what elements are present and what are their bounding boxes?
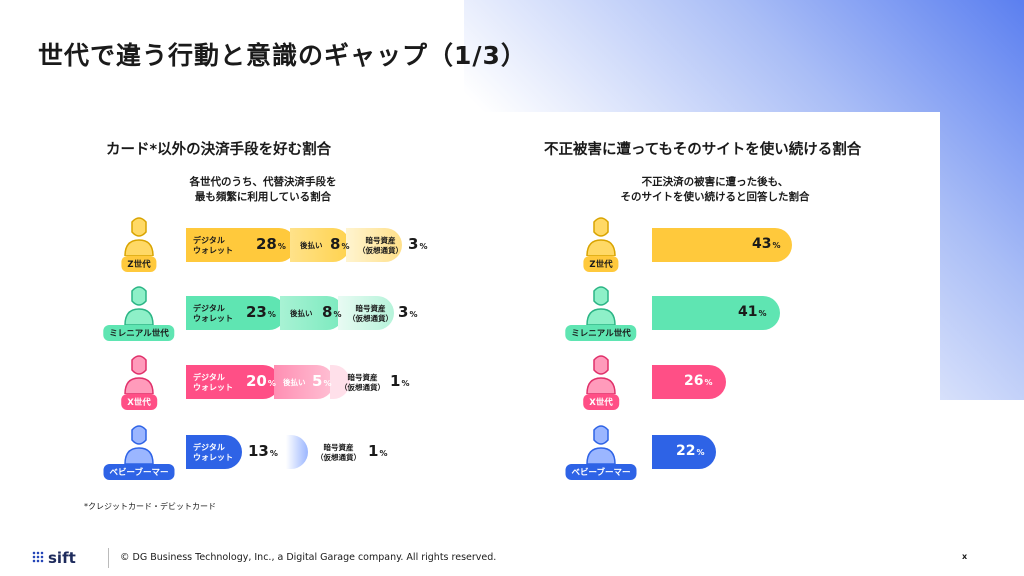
crypto-bar [346,228,402,262]
right-section-title: 不正被害に遭ってもそのサイトを使い続ける割合 [544,142,862,158]
gen-millennial-figure: ミレニアル世代 [103,283,175,341]
gen-x-figure: X世代 [104,352,174,410]
crypto-label: 暗号資産 （仮想通貨） [358,236,403,255]
wallet-value: 23% [246,303,276,321]
bnpl-bar [290,228,350,262]
continue-bar [652,435,716,469]
gen-z-figure: Z世代 [566,214,636,272]
footer-divider [108,548,109,568]
gen-label: ベビーブーマー [565,464,637,480]
sift-logo-icon [32,551,44,563]
crypto-value: 1% [390,372,410,390]
page-title: 世代で違う行動と意識のギャップ（1/3） [38,41,527,70]
left-subtitle: 各世代のうち、代替決済手段を 最も頻繁に利用している割合 [189,176,337,203]
person-icon [586,355,616,394]
bnpl-value: 8% [322,303,342,321]
continue-value: 26% [684,373,713,389]
bnpl-label: 後払い [283,378,306,387]
wallet-bar [186,365,280,399]
gen-x-figure: X世代 [566,352,636,410]
continue-bar [652,296,780,330]
copyright: © DG Business Technology, Inc., a Digita… [120,552,497,563]
wallet-label: デジタル ウォレット [193,443,233,462]
gen-label: X世代 [583,394,619,410]
wallet-label: デジタル ウォレット [193,236,233,255]
bnpl-value: 8% [330,235,350,253]
person-icon [124,355,154,394]
gen-label: ベビーブーマー [103,464,175,480]
left-section-title: カード*以外の決済手段を好む割合 [106,142,332,158]
wallet-bar [186,296,286,330]
person-icon [586,425,616,464]
continue-bar [652,365,726,399]
continue-value: 43% [752,236,781,252]
bnpl-label: 後払い [290,309,313,318]
crypto-label: 暗号資産 （仮想通貨） [348,304,393,323]
gen-boomer-figure: ベビーブーマー [103,422,175,480]
footnote: *クレジットカード・デビットカード [84,502,216,511]
sift-logo: sift [48,549,76,567]
wallet-value: 28% [256,235,286,253]
person-icon [124,217,154,256]
crypto-value: 1% [368,442,388,460]
crypto-bar [286,435,308,469]
gen-boomer-figure: ベビーブーマー [565,422,637,480]
bnpl-bar [280,296,344,330]
wallet-value: 13% [248,442,278,460]
continue-value: 22% [676,443,705,459]
wallet-label: デジタル ウォレット [193,304,233,323]
gen-z-figure: Z世代 [104,214,174,272]
wallet-value: 20% [246,372,276,390]
page-number: x [962,552,968,561]
bnpl-label: 後払い [300,241,323,250]
crypto-bar [330,365,350,399]
person-icon [586,217,616,256]
gen-label: Z世代 [121,256,157,272]
bnpl-bar [274,365,334,399]
crypto-label: 暗号資産 （仮想通貨） [316,443,361,462]
bnpl-value: 5% [312,372,332,390]
gen-label: ミレニアル世代 [103,325,175,341]
crypto-value: 3% [398,303,418,321]
continue-value: 41% [738,304,767,320]
person-icon [124,425,154,464]
wallet-bar [186,228,296,262]
continue-bar [652,228,792,262]
right-subtitle: 不正決済の被害に遭った後も、 そのサイトを使い続けると回答した割合 [620,176,810,203]
crypto-label: 暗号資産 （仮想通貨） [340,373,385,392]
wallet-label: デジタル ウォレット [193,373,233,392]
wallet-bar [186,435,242,469]
person-icon [586,286,616,325]
gen-label: X世代 [121,394,157,410]
gen-label: Z世代 [583,256,619,272]
gen-label: ミレニアル世代 [565,325,637,341]
person-icon [124,286,154,325]
content-panel [0,112,940,524]
crypto-bar [338,296,394,330]
crypto-value: 3% [408,235,428,253]
gen-millennial-figure: ミレニアル世代 [565,283,637,341]
